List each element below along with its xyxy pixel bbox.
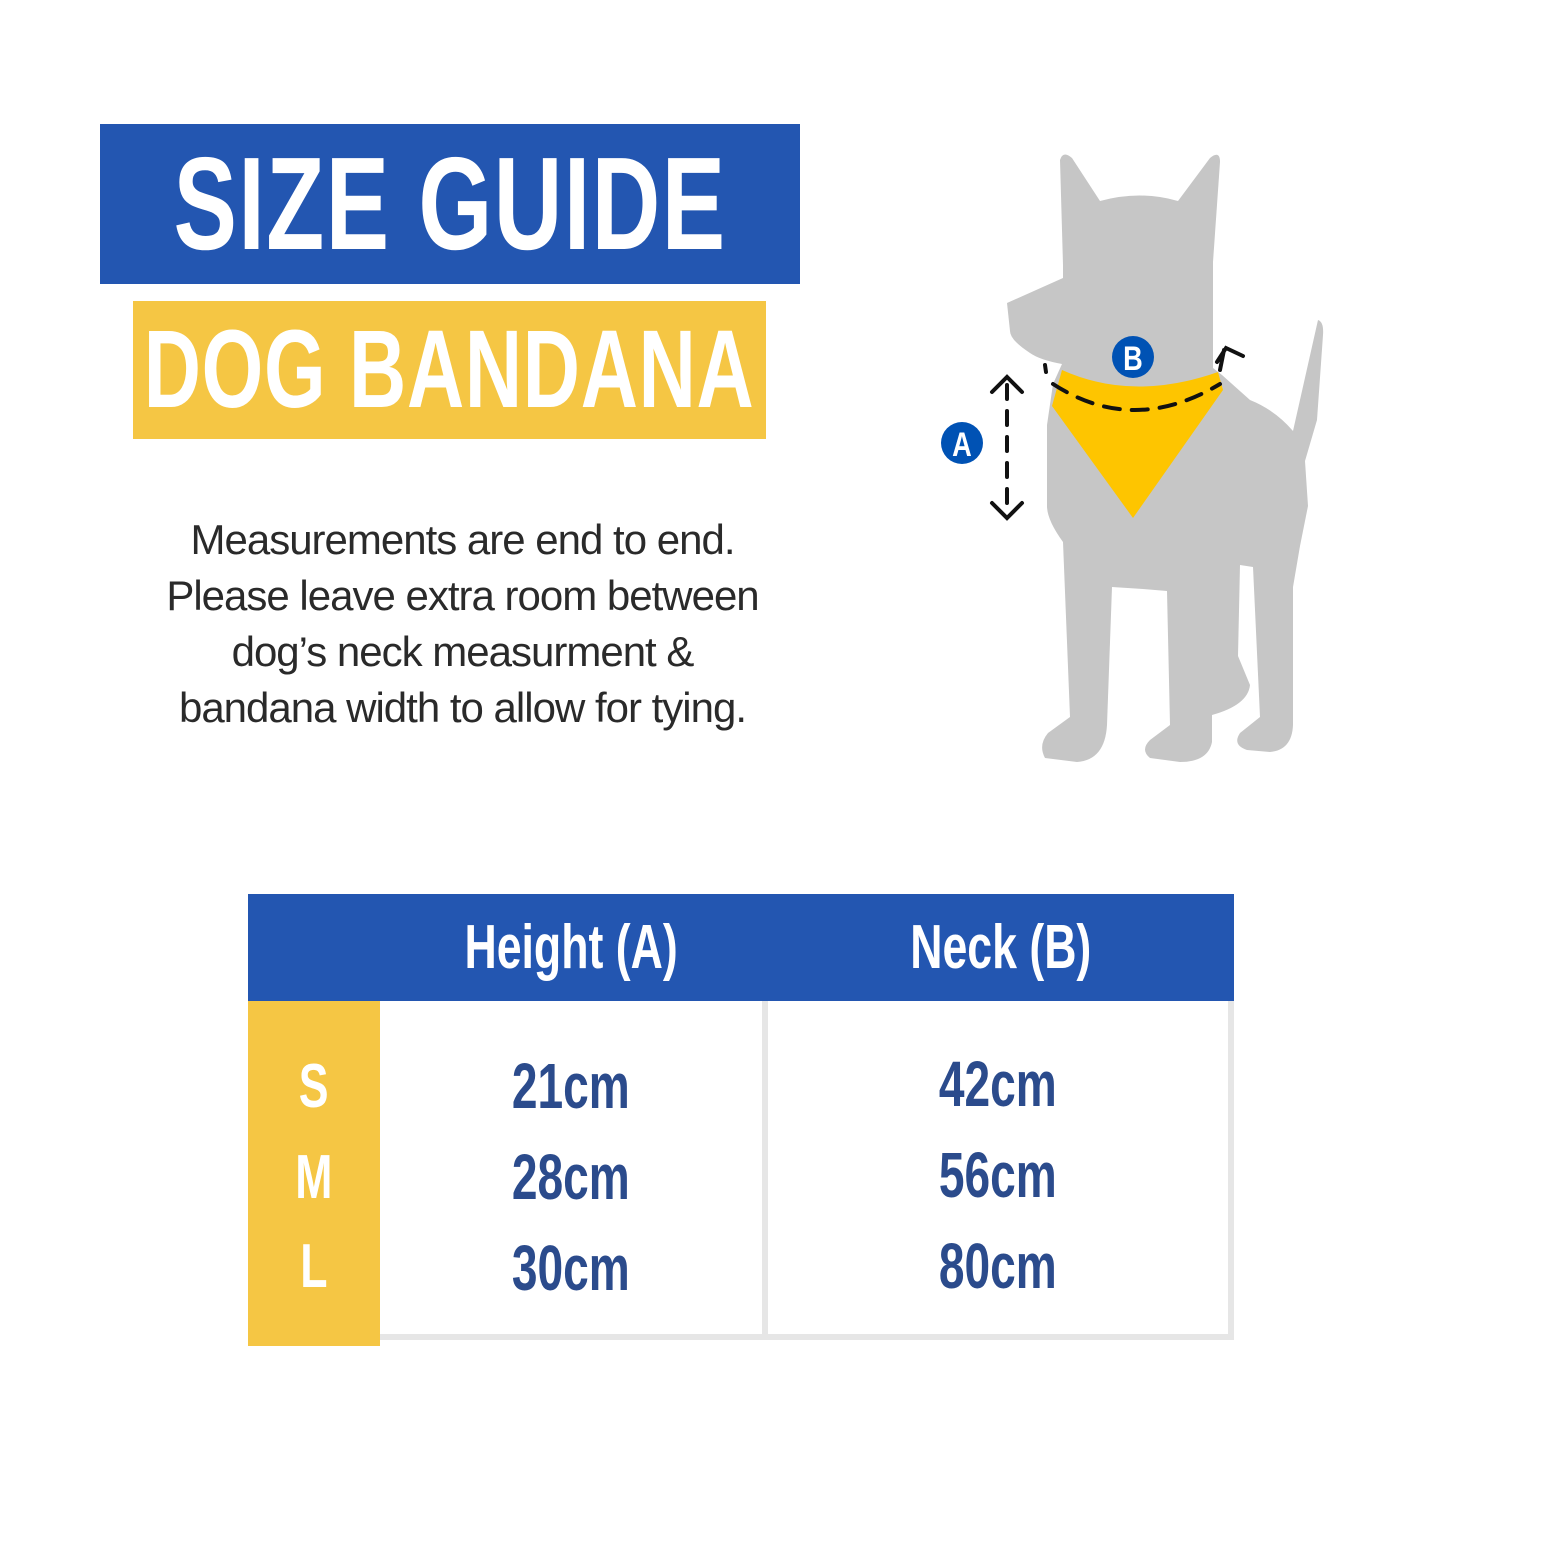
size-label: S	[299, 1051, 329, 1121]
size-table: Height (A) Neck (B) S M L 21cm 28cm 30cm…	[248, 894, 1234, 1346]
subtitle-banner: DOG BANDANA	[133, 301, 766, 439]
height-column: 21cm 28cm 30cm	[380, 1001, 768, 1340]
page-title: SIZE GUIDE	[173, 130, 727, 277]
neck-column: 42cm 56cm 80cm	[768, 1001, 1234, 1340]
header-neck-label: Neck (B)	[910, 913, 1092, 982]
table-cell: 42cm	[768, 1039, 1228, 1129]
table-cell: 30cm	[380, 1223, 762, 1313]
title-banner: SIZE GUIDE	[100, 124, 800, 284]
badge-a: A	[941, 422, 983, 464]
neck-arrow-icon	[1043, 345, 1245, 412]
table-cell: 56cm	[768, 1130, 1228, 1220]
note-line: dog’s neck measurment &	[231, 628, 695, 675]
page-subtitle: DOG BANDANA	[144, 308, 755, 431]
note-line: Please leave extra room between	[166, 572, 759, 619]
size-s: S	[248, 1041, 380, 1131]
size-m: M	[248, 1132, 380, 1222]
height-value: 28cm	[512, 1141, 630, 1213]
measurement-note: Measurements are end to end. Please leav…	[100, 512, 825, 736]
header-height-label: Height (A)	[464, 913, 678, 982]
note-line: bandana width to allow for tying.	[178, 684, 747, 731]
header-neck: Neck (B)	[768, 894, 1234, 1001]
table-cell: 80cm	[768, 1221, 1228, 1311]
neck-value: 80cm	[939, 1230, 1057, 1302]
size-label: L	[300, 1231, 328, 1301]
size-l: L	[248, 1221, 380, 1311]
table-cell: 21cm	[380, 1041, 762, 1131]
table-header: Height (A) Neck (B)	[248, 894, 1234, 1001]
bandana-icon	[1052, 370, 1223, 518]
badge-b: B	[1112, 336, 1154, 378]
header-height: Height (A)	[380, 894, 762, 1001]
neck-value: 56cm	[939, 1139, 1057, 1211]
table-cell: 28cm	[380, 1132, 762, 1222]
neck-value: 42cm	[939, 1048, 1057, 1120]
note-line: Measurements are end to end.	[190, 516, 735, 563]
height-arrow-icon	[990, 374, 1024, 521]
label-a: A	[952, 425, 972, 464]
height-value: 21cm	[512, 1050, 630, 1122]
label-b: B	[1123, 339, 1143, 378]
size-label: M	[295, 1142, 333, 1212]
height-value: 30cm	[512, 1232, 630, 1304]
size-column: S M L	[248, 1001, 380, 1346]
